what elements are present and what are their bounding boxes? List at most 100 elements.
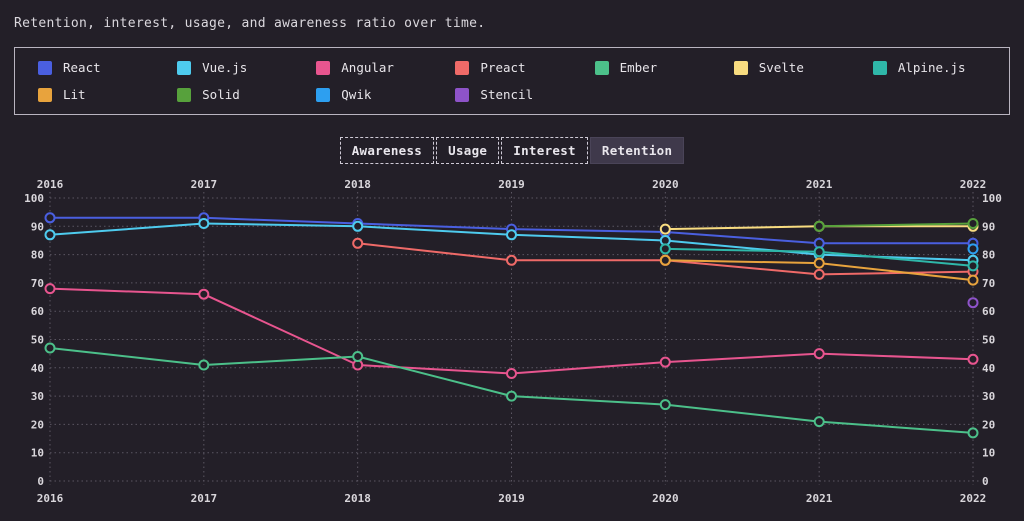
legend: React Vue.js Angular Preact Ember Svelte Alpin… [14, 47, 1010, 115]
legend-label: Qwik [341, 87, 372, 102]
data-point-preact-2021 [813, 268, 825, 280]
data-point-lit-2022 [967, 274, 979, 286]
data-point-react-2016 [44, 212, 56, 224]
data-point-angular-2022 [967, 353, 979, 365]
x-axis-label-bottom: 2022 [960, 492, 987, 505]
x-axis-label-top: 2016 [37, 178, 64, 191]
legend-item-qwik[interactable]: Qwik [303, 87, 442, 102]
y-axis-label-right: 10 [982, 447, 995, 460]
data-point-angular-2021 [813, 348, 825, 360]
data-point-ember-2018 [352, 351, 364, 362]
x-axis-label-top: 2017 [191, 178, 218, 191]
legend-swatch-icon [872, 60, 887, 75]
tab-usage[interactable]: Usage [436, 137, 500, 164]
x-axis-label-bottom: 2016 [37, 492, 64, 505]
data-point-qwik-2022 [967, 243, 979, 255]
y-axis-label-left: 90 [31, 220, 44, 233]
legend-swatch-icon [38, 60, 52, 75]
data-point-stencil-2022 [967, 297, 979, 309]
data-point-preact-2019 [506, 254, 517, 266]
data-point-ember-2019 [506, 390, 517, 402]
y-axis-label-left: 0 [37, 475, 44, 488]
legend-label: Stencil [480, 87, 534, 102]
y-axis-label-left: 60 [31, 305, 44, 318]
x-axis-label-top: 2018 [344, 178, 371, 191]
data-point-ember-2016 [44, 342, 56, 354]
x-axis-label-bottom: 2020 [652, 492, 679, 505]
data-point-angular-2016 [44, 283, 56, 295]
y-axis-label-left: 40 [31, 362, 44, 375]
data-point-vue-js-2018 [352, 220, 364, 232]
y-axis-label-right: 50 [982, 334, 995, 347]
y-axis-label-left: 50 [31, 334, 44, 347]
y-axis-label-left: 100 [24, 192, 44, 205]
legend-item-react[interactable]: React [25, 60, 164, 75]
data-point-alpine-js-2022 [967, 260, 979, 272]
legend-label: Lit [63, 87, 86, 102]
data-point-ember-2021 [813, 416, 825, 428]
x-axis-label-top: 2020 [652, 178, 679, 191]
x-axis-label-top: 2022 [960, 178, 987, 191]
legend-swatch-icon [455, 60, 470, 75]
legend-item-ember[interactable]: Ember [582, 60, 721, 75]
y-axis-label-left: 20 [31, 418, 44, 431]
legend-item-preact[interactable]: Preact [442, 60, 581, 75]
y-axis-label-right: 70 [982, 277, 995, 290]
data-point-ember-2022 [967, 427, 979, 439]
tab-retention[interactable]: Retention [589, 137, 685, 164]
data-point-lit-2021 [813, 257, 825, 269]
legend-swatch-icon [38, 87, 52, 102]
tab-awareness[interactable]: Awareness [339, 137, 435, 164]
y-axis-label-right: 60 [982, 305, 995, 318]
data-point-angular-2017 [198, 288, 210, 300]
legend-swatch-icon [594, 60, 609, 75]
legend-label: React [63, 60, 101, 75]
data-point-alpine-js-2021 [813, 246, 825, 258]
data-point-solid-2022 [967, 218, 979, 229]
y-axis-label-right: 0 [982, 475, 989, 488]
y-axis-label-left: 80 [31, 249, 44, 262]
x-axis-label-top: 2021 [806, 178, 833, 191]
data-point-alpine-js-2020 [659, 243, 671, 255]
legend-item-solid[interactable]: Solid [164, 87, 303, 102]
legend-swatch-icon [177, 60, 192, 75]
data-point-vue-js-2017 [198, 218, 210, 229]
y-axis-label-right: 80 [982, 249, 995, 262]
y-axis-label-right: 100 [982, 192, 1002, 205]
data-point-ember-2020 [659, 399, 671, 411]
chart-area: 0 0 10 10 20 20 30 30 40 40 50 50 60 60 70 70 80 80 90 90 10… [0, 176, 1024, 514]
data-point-lit-2020 [659, 254, 671, 266]
data-point-ember-2017 [198, 359, 210, 371]
legend-item-svelte[interactable]: Svelte [721, 60, 860, 75]
data-point-angular-2019 [506, 368, 517, 379]
legend-label: Ember [619, 60, 658, 75]
x-axis-label-bottom: 2021 [806, 492, 833, 505]
series-line-solid [819, 222, 974, 228]
legend-label: Vue.js [202, 60, 248, 75]
legend-item-angular[interactable]: Angular [303, 60, 442, 75]
x-axis-label-top: 2019 [498, 178, 525, 191]
y-axis-label-right: 20 [982, 418, 995, 431]
legend-item-lit[interactable]: Lit [25, 87, 164, 102]
y-axis-label-right: 90 [982, 220, 995, 233]
x-axis-label-bottom: 2017 [191, 492, 218, 505]
y-axis-label-left: 70 [31, 277, 44, 290]
legend-label: Angular [341, 60, 394, 75]
x-axis-label-bottom: 2019 [498, 492, 525, 505]
legend-label: Svelte [758, 60, 804, 75]
legend-swatch-icon [177, 87, 192, 102]
tab-bar: Awareness Usage Interest Retention [0, 137, 1024, 164]
legend-swatch-icon [455, 87, 470, 102]
y-axis-label-right: 40 [982, 362, 995, 375]
y-axis-label-right: 30 [982, 390, 995, 403]
y-axis-label-left: 30 [31, 390, 44, 403]
legend-item-alpine-js[interactable]: Alpine.js [860, 60, 999, 75]
legend-swatch-icon [316, 87, 331, 102]
tab-interest[interactable]: Interest [501, 137, 588, 164]
data-point-solid-2021 [813, 220, 825, 232]
legend-item-vue-js[interactable]: Vue.js [164, 60, 303, 75]
legend-item-stencil[interactable]: Stencil [442, 87, 581, 102]
data-point-angular-2020 [659, 356, 671, 368]
legend-label: Preact [480, 60, 526, 75]
